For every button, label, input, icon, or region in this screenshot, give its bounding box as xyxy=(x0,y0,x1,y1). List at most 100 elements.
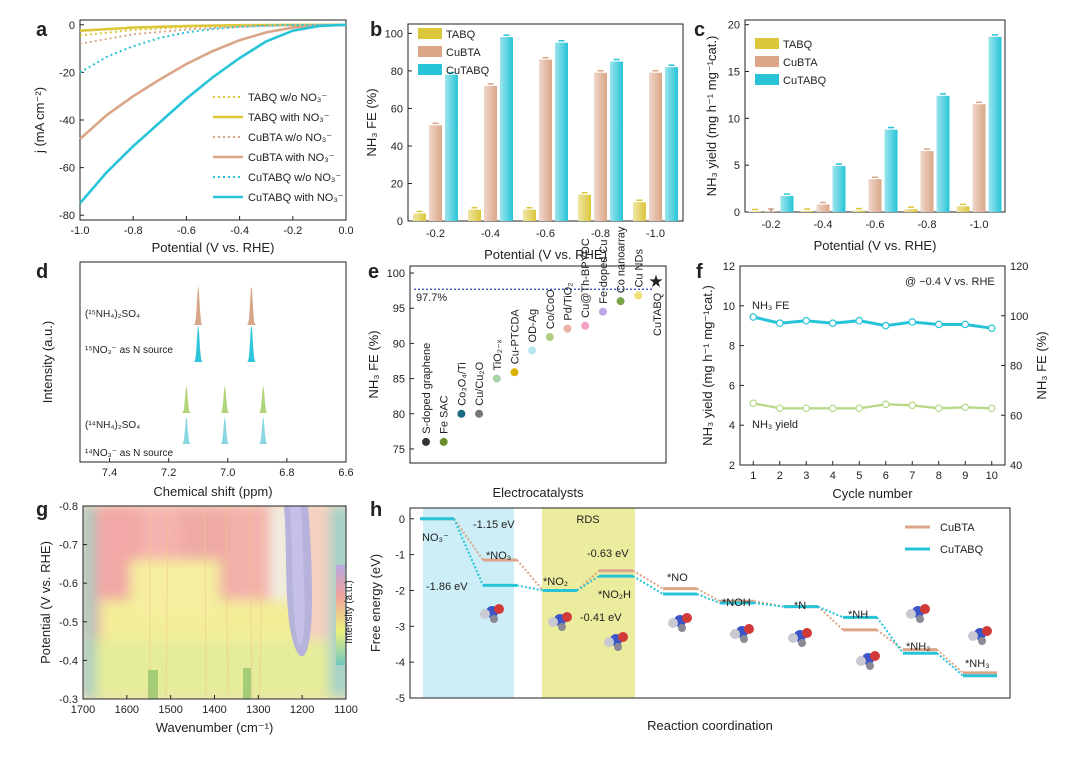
legend-label: CuBTA xyxy=(940,522,975,534)
y-tick-label: 40 xyxy=(391,141,403,153)
bar-highlight xyxy=(429,125,442,221)
molecule-icon xyxy=(968,626,992,645)
point-label: TiO₂₋ₓ xyxy=(492,339,504,370)
point-label: Cu@Th-BPYDC xyxy=(580,238,592,318)
x-tick-label: -0.2 xyxy=(426,228,445,240)
molecule-icon xyxy=(668,613,692,632)
x-tick-label: 7.0 xyxy=(220,467,235,479)
point-label: Cu NDs xyxy=(633,249,645,288)
panel-label-e: e xyxy=(368,261,379,283)
series-marker xyxy=(934,404,943,413)
x-tick-label: 3 xyxy=(803,470,809,482)
panel-label-d: d xyxy=(36,261,48,283)
trace-label: ¹⁵NO₃⁻ as N source xyxy=(85,345,173,356)
x-tick-label: -0.6 xyxy=(536,228,555,240)
x-tick-label: -0.2 xyxy=(283,225,302,237)
y-axis-title: Free energy (eV) xyxy=(368,554,383,652)
molecule-icon xyxy=(788,628,812,647)
energy-connector xyxy=(817,605,844,631)
colorbar xyxy=(336,565,345,665)
point-marker xyxy=(562,323,573,334)
series-marker xyxy=(828,404,837,413)
step-label: *NOH xyxy=(722,597,751,609)
panel-label-f: f xyxy=(696,261,703,283)
x-axis-title: Potential (V vs. RHE) xyxy=(484,247,607,262)
legend-label: CuBTA w/o NO₃⁻ xyxy=(248,132,332,144)
condition-annotation: @ −0.4 V vs. RHE xyxy=(905,276,995,288)
nmr-trace xyxy=(80,385,346,413)
trace-label: ¹⁴NO₃⁻ as N source xyxy=(85,448,174,459)
x-axis-title: Cycle number xyxy=(832,486,913,501)
x-tick-label: 0.0 xyxy=(338,225,353,237)
y-tick-label: -20 xyxy=(59,67,75,79)
energy-connector xyxy=(936,652,964,677)
y-axis-title: j (mA cm⁻²) xyxy=(32,87,47,154)
series-marker xyxy=(775,319,784,328)
x-tick-label: -0.6 xyxy=(177,225,196,237)
panel-e-comparison: 75 80 85 90 95 100 97.7% S-doped graphene Fe SAC… xyxy=(366,226,667,500)
y-tick-label: -40 xyxy=(59,115,75,127)
step-label: *NH₂ xyxy=(906,641,930,653)
series-marker xyxy=(987,404,996,413)
series-label-fe: NH₃ FE xyxy=(752,300,789,312)
step-label: *NO₂H xyxy=(598,589,631,601)
y-tick-label: 8 xyxy=(729,341,735,353)
energy-connector xyxy=(936,648,964,674)
energy-connector xyxy=(632,569,664,590)
y-right-tick-label: 40 xyxy=(1010,460,1022,472)
series-marker xyxy=(961,320,970,329)
y-axis-title: Intensity (a.u.) xyxy=(40,321,55,403)
y-tick-label: 80 xyxy=(393,409,405,421)
bar-highlight xyxy=(920,151,934,212)
energy-connector xyxy=(453,518,484,561)
x-tick-label: 1500 xyxy=(158,704,182,716)
bar-highlight xyxy=(578,194,591,221)
bar-highlight xyxy=(665,67,678,222)
step-label: *N xyxy=(794,600,806,612)
y-tick-label: -2 xyxy=(395,585,405,597)
point-label: S-doped graphene xyxy=(421,343,433,434)
x-tick-label: -0.8 xyxy=(124,225,143,237)
x-tick-label: -0.8 xyxy=(591,228,610,240)
y-tick-label: -80 xyxy=(59,210,75,222)
point-label: CuTABQ xyxy=(652,292,664,336)
bar-highlight xyxy=(780,196,794,212)
step-label: *NO₂ xyxy=(543,576,568,588)
molecule-icon xyxy=(480,604,504,623)
x-tick-label: 4 xyxy=(830,470,836,482)
molecule-icon xyxy=(604,632,628,651)
y-tick-label: -3 xyxy=(395,621,405,633)
region-rds xyxy=(542,508,635,698)
y-tick-label: 6 xyxy=(729,380,735,392)
y-tick-label: 2 xyxy=(729,460,735,472)
series-marker xyxy=(881,321,890,330)
y-tick-label: 5 xyxy=(734,160,740,172)
step-label: *NH xyxy=(848,609,868,621)
panel-c-yield-bars: 0 5 10 15 20 -0.2 -0.4 -0.6 -0.8 -1.0 TABQ CuBTA CuT… xyxy=(704,19,1006,253)
bar-highlight xyxy=(633,202,646,221)
bar-highlight xyxy=(884,129,898,212)
series-line xyxy=(79,23,347,205)
energy-annotation: -0.63 eV xyxy=(587,548,629,560)
point-label: Cu/Cu₂O xyxy=(474,361,486,405)
series-marker xyxy=(828,319,837,328)
bar-highlight xyxy=(764,211,778,212)
bar-highlight xyxy=(800,211,814,212)
step-label: *NH₃ xyxy=(965,658,990,670)
y-tick-label: 0 xyxy=(69,20,75,32)
step-label: NO₃⁻ xyxy=(422,532,449,544)
panel-d-nmr: (¹⁵NH₄)₂SO₄ ¹⁵NO₃⁻ as N source (¹⁴NH₄)₂SO₄… xyxy=(40,261,354,499)
point-marker xyxy=(633,290,644,301)
y-right-tick-label: 80 xyxy=(1010,361,1022,373)
point-marker xyxy=(474,408,485,419)
series-marker xyxy=(802,316,811,325)
x-tick-label: 6.8 xyxy=(279,467,294,479)
series-marker xyxy=(881,400,890,409)
x-tick-label: 1100 xyxy=(334,704,358,716)
bar-highlight xyxy=(555,42,568,222)
legend-label: CuTABQ w/o NO₃⁻ xyxy=(248,172,341,184)
y-tick-label: -4 xyxy=(395,657,405,669)
bar-highlight xyxy=(936,95,950,212)
